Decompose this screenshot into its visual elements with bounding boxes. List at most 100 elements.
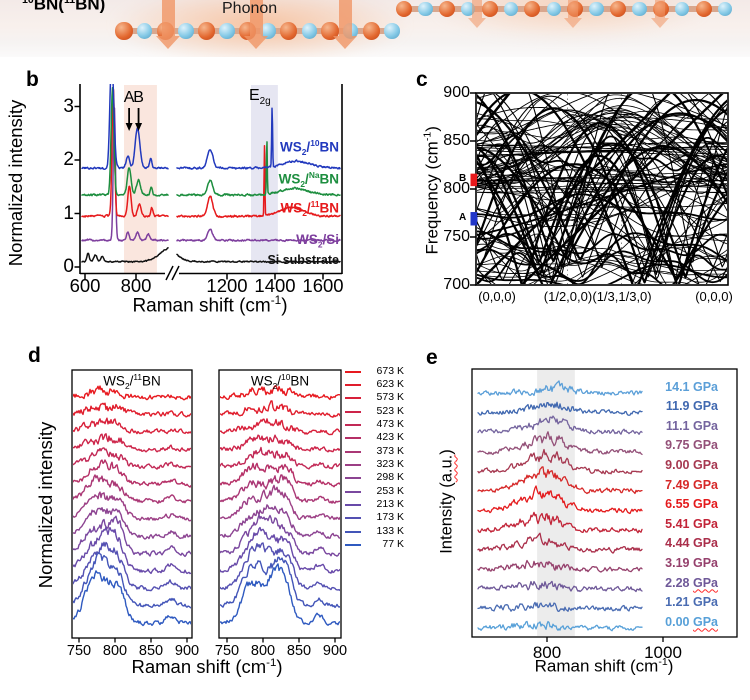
phonon-band xyxy=(477,262,727,283)
pressure-unit: GPa xyxy=(692,614,718,629)
e-pressure-label: 0.00 GPa xyxy=(628,614,718,629)
phonon-band xyxy=(477,258,727,278)
e-pressure-label: 14.1 GPa xyxy=(628,380,718,394)
e-pressure-label: 7.49 GPa xyxy=(628,477,718,492)
axis-break-mark xyxy=(171,265,180,281)
b-spectrum-curve xyxy=(81,247,169,264)
c-y-tick-label: 850 xyxy=(443,131,470,149)
d-spectrum-curve xyxy=(220,434,340,453)
e-plot-box xyxy=(471,368,738,638)
panel-letter-d: d xyxy=(28,344,41,367)
d-legend-swatch xyxy=(345,544,361,547)
phonon-band xyxy=(477,123,727,182)
atom-blue xyxy=(384,23,400,39)
phonon-arrow-icon xyxy=(655,0,665,18)
phonon-band xyxy=(477,172,727,179)
e-spectrum-curve xyxy=(477,401,643,416)
phonon-band xyxy=(520,94,724,284)
phonon-band xyxy=(477,109,727,188)
b-y-tick-label: 3 xyxy=(63,95,74,117)
e-spectrum-curve xyxy=(477,532,643,554)
atom-blue xyxy=(717,1,733,17)
d-spectrum-curve xyxy=(220,542,340,592)
b-x-tick-label: 600 xyxy=(69,275,101,296)
pressure-unit: GPa xyxy=(692,555,718,570)
phonon-arrow-head-icon xyxy=(468,18,486,28)
phonon-band xyxy=(477,230,727,265)
d-legend-label: 323 K xyxy=(376,457,404,470)
d-spectrum-curve xyxy=(73,515,191,558)
d-spectrum-curve xyxy=(73,526,191,575)
pressure-value: 9.00 xyxy=(665,457,693,472)
pressure-unit: GPa xyxy=(692,516,718,531)
b-series-label: WS2/10BN xyxy=(280,138,339,158)
peak-arrow-head xyxy=(125,123,133,131)
d-spectrum-curve xyxy=(220,526,340,574)
e-spectrum-curve xyxy=(477,448,643,475)
atom-orange xyxy=(438,0,455,18)
panel-letter-b: b xyxy=(26,68,39,91)
phonon-band xyxy=(477,142,727,279)
pressure-value: 11.9 xyxy=(665,399,693,414)
phonon-arrow-icon xyxy=(249,0,263,36)
phonon-band xyxy=(477,114,727,146)
d-legend-swatch xyxy=(345,450,361,453)
c-y-tick-label: 750 xyxy=(443,227,470,245)
d-legend-swatch xyxy=(345,437,361,440)
phonon-band xyxy=(477,238,727,284)
d-spectrum-curve xyxy=(73,447,191,470)
e-pressure-label: 4.44 GPa xyxy=(628,537,718,550)
phonon-band xyxy=(477,107,727,284)
e-x-tick-label: 800 xyxy=(532,643,562,662)
atom-orange xyxy=(197,22,215,40)
b-spectrum-curve xyxy=(176,253,341,264)
d-legend-swatch xyxy=(345,410,361,413)
phonon-band xyxy=(477,114,727,283)
d-x-tick-label: 800 xyxy=(102,643,128,659)
pressure-unit: GPa xyxy=(692,497,718,512)
d-spectrum-curve xyxy=(73,433,191,453)
b-y-tick-label: 2 xyxy=(63,149,74,170)
pressure-value: 3.19 xyxy=(665,555,693,570)
phonon-arrow-head-icon xyxy=(156,36,180,49)
b-series-label: WS2/NaBN xyxy=(278,170,339,190)
e-pressure-label: 2.28 GPa xyxy=(628,576,718,590)
phonon-band xyxy=(477,94,727,172)
e-pressure-label: 5.41 GPa xyxy=(628,516,718,531)
b-x-tick-label: 1600 xyxy=(302,275,344,296)
atom-orange xyxy=(280,22,298,40)
atom-blue xyxy=(503,1,519,17)
d-spectrum-curve xyxy=(73,402,191,418)
pressure-value: 0.00 xyxy=(665,614,693,629)
b-series-label: WS2/11BN xyxy=(280,199,339,219)
pressure-unit: GPa xyxy=(692,477,718,492)
e-pressure-label: 1.21 GPa xyxy=(628,596,718,609)
phonon-arrow-head-icon xyxy=(333,36,357,49)
c-x-point-label: (0,0,0) xyxy=(695,289,733,304)
e-ylabel-prefix: Intensity ( xyxy=(437,482,456,554)
peak-arrow-head xyxy=(135,123,143,131)
pressure-value: 4.44 xyxy=(665,536,693,551)
phonon-band xyxy=(477,186,727,209)
phonon-arrow-icon xyxy=(472,0,482,18)
phonon-band xyxy=(477,255,727,267)
d-x-tick-label: 800 xyxy=(250,643,276,659)
d-spectrum-curve xyxy=(220,556,340,609)
c-y-tick-label: 800 xyxy=(443,179,470,197)
phonon-band xyxy=(477,94,727,265)
phonon-band xyxy=(477,263,727,284)
atom-orange xyxy=(524,0,541,18)
d-spectrum-curve xyxy=(73,491,191,522)
d-legend-label: 623 K xyxy=(376,377,404,390)
b-peak-annotation: B xyxy=(133,89,144,106)
b-y-tick-label: 0 xyxy=(63,256,74,277)
d-spectrum-curve xyxy=(73,459,191,488)
d-legend-label: 473 K xyxy=(376,417,404,430)
panel-a-schematic: 10BN(11BN) Phonon xyxy=(0,0,750,57)
atom-blue xyxy=(589,1,604,17)
d-legend-label: 298 K xyxy=(376,471,404,484)
c-mode-marker xyxy=(470,173,478,187)
d-spectrum-curve xyxy=(220,446,340,470)
d-legend-label: 523 K xyxy=(376,404,404,417)
